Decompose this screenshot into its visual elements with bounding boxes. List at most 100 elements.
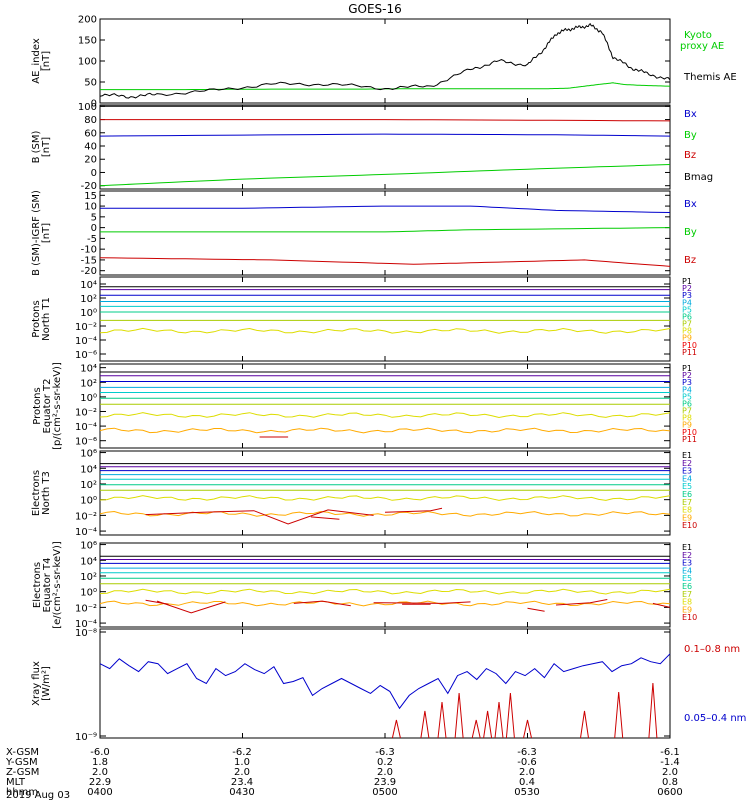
ephemeris-value: 2.0 [519,767,535,778]
series-line-themis-ae [99,22,671,99]
channel-line-e10 [384,507,443,513]
channel-label-e4: E4 [682,566,692,575]
y-tick-label: 15 [84,191,97,202]
y-tick-label: 0 [91,168,97,179]
panel-electrons_t4: Electrons Equator T4 [e/(cm²-s-sr-keV)] 10⁶… [32,541,697,631]
y-tick-label: 10⁻⁴ [75,619,97,630]
channel-line-e9 [156,600,226,614]
series-line-0.1-0.8nm [471,719,481,739]
panel-frame [99,18,671,104]
y-tick-label: 10⁴ [80,464,97,475]
channel-label-p6: P6 [682,312,692,321]
y-axis-label-line: Equator T2 [42,379,53,434]
y-tick-label: 10² [80,480,97,491]
y-tick-label: 60 [84,128,97,139]
panel-frame [99,363,671,449]
series-line-by [99,164,671,187]
channel-label-e7: E7 [682,498,692,507]
series-line-kyoto-proxy-ae [100,82,671,91]
channel-line-e9 [373,601,471,604]
ephemeris-value: 0530 [514,787,539,798]
channel-line-e9 [555,599,608,606]
y-tick-label: 50 [84,78,97,89]
y-tick-label: -20 [81,181,97,192]
ephemeris-value: 2.0 [662,767,678,778]
channel-label-e9: E9 [682,513,692,522]
y-tick-label: 10⁻⁴ [75,527,97,538]
channel-line-p8 [99,412,671,419]
ephemeris-value: -6.0 [90,747,110,758]
channel-label-p10: P10 [682,428,697,437]
channel-label-p4: P4 [682,385,692,394]
y-axis-label-line: [nT] [41,51,52,71]
y-tick-label: 10⁴ [80,364,97,375]
series-line-0.1-0.8nm [580,710,589,739]
ephemeris-value: -1.4 [660,757,680,768]
y-tick-label: 0 [91,223,97,234]
channel-label-p3: P3 [682,291,692,300]
ephemeris-value: -6.3 [517,747,537,758]
channel-label-p3: P3 [682,378,692,387]
y-tick-label: -20 [81,266,97,277]
panel-frame [99,542,671,628]
channel-label-e10: E10 [682,521,697,530]
ephemeris-date: 2019 Aug 03 [6,790,70,800]
series-line-0.1-0.8nm [420,710,430,739]
ephemeris-value: 0.2 [377,757,393,768]
ephemeris-value: 1.8 [92,757,108,768]
y-tick-label: 10⁴ [80,280,97,291]
y-tick-label: 200 [78,15,97,26]
channel-label-e10: E10 [682,613,697,622]
series-line-0.1-0.8nm [494,701,504,739]
ephemeris-value: 23.4 [231,777,253,788]
ephemeris-value: 0600 [657,787,682,798]
channel-label-p8: P8 [682,327,692,336]
panel-protons_t1: Protons North T1 10⁴ 10² 10⁰ 10⁻² 10⁻⁴ 10⁻⁶ P1P2… [31,276,697,362]
legend-bx: Bx [684,199,697,210]
legend-xray-long: 0.1–0.8 nm [684,644,740,655]
panel-frame [99,104,671,190]
channel-label-e8: E8 [682,598,692,607]
y-axis-label-line: Electrons [32,562,43,608]
panel-ae: AE_index [nT] 0 50 100 150 200 [31,15,671,110]
panel-electrons_t3: Electrons North T310⁶10⁴10²10⁰10⁻²10⁻⁴E1E… [31,449,697,539]
y-tick-label: 10⁻⁸ [75,628,97,639]
y-tick-label: 10⁻² [75,407,97,418]
y-tick-label: 10 [84,202,97,213]
y-tick-label: 20 [84,155,97,166]
channel-label-e5: E5 [682,482,692,491]
channel-label-p5: P5 [682,305,692,314]
channel-label-p1: P1 [682,364,692,373]
y-tick-label: 10⁻⁴ [75,422,97,433]
channel-label-p7: P7 [682,320,692,329]
y-tick-label: 150 [78,36,97,47]
channel-label-e2: E2 [682,459,692,468]
y-tick-label: -15 [81,255,97,266]
y-axis-label-line: [nT] [41,137,52,157]
series-line-bx [99,133,671,137]
y-tick-label: 10² [80,294,97,305]
ephemeris-label: Y-GSM [5,757,38,768]
series-line-0.05-0.4nm [99,653,671,710]
channel-label-e5: E5 [682,574,692,583]
series-line-by [100,227,671,233]
legend-bz: Bz [684,150,696,161]
channel-label-e1: E1 [682,543,692,552]
ephemeris-value: 0.4 [519,777,535,788]
y-axis-label-line: Electrons [31,470,42,516]
series-line-bz [100,119,671,122]
y-tick-label: 10⁰ [80,393,97,404]
y-axis-label-line: Protons [32,387,43,424]
y-tick-label: -10 [81,245,97,256]
series-line-0.1-0.8nm [505,692,515,739]
ephemeris-label: X-GSM [6,747,39,758]
ephemeris-value: -6.1 [660,747,680,758]
series-line-0.1-0.8nm [454,692,464,739]
ephemeris-value: 2.0 [234,767,250,778]
series-line-0.1-0.8nm [648,682,658,739]
channel-line-e10 [310,516,340,520]
series-line-bz [99,257,671,267]
channel-line-p9 [99,427,671,434]
channel-label-e9: E9 [682,605,692,614]
